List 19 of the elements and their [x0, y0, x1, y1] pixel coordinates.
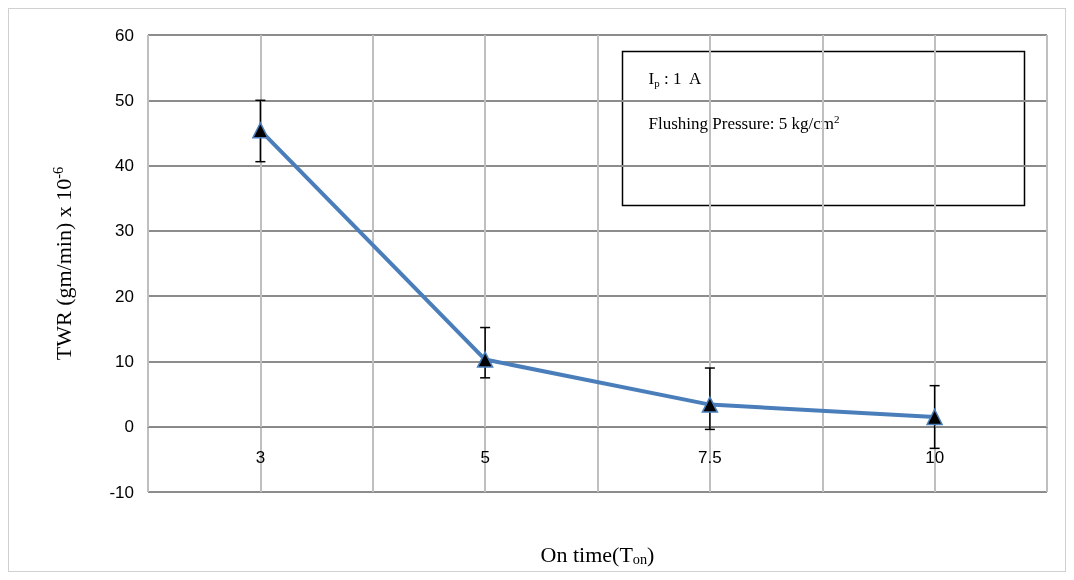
annotation: Ip : 1 A [648, 69, 702, 89]
point [252, 122, 269, 139]
y-tick-label: 0 [124, 417, 134, 437]
y-axis-title: TWR (gm/min) x 10-6 [50, 166, 76, 361]
y-tick-label: 40 [115, 156, 134, 176]
point [926, 408, 943, 426]
y-tick-label: 10 [115, 352, 134, 371]
y-tick-label: 30 [115, 221, 134, 241]
y-tick-label: 50 [115, 90, 134, 110]
x-tick-label: 7.5 [698, 447, 722, 467]
x-axis-title: On time(Ton) [540, 541, 655, 567]
x-tick-label: 5 [480, 447, 490, 467]
x-tick-label: 10 [925, 447, 945, 467]
y-tick-label: -10 [109, 482, 134, 502]
point [701, 396, 719, 413]
y-tick-label: 60 [115, 25, 134, 45]
y-tick-label: 20 [115, 286, 134, 306]
x-tick-label: 3 [255, 447, 266, 467]
point [476, 351, 494, 368]
